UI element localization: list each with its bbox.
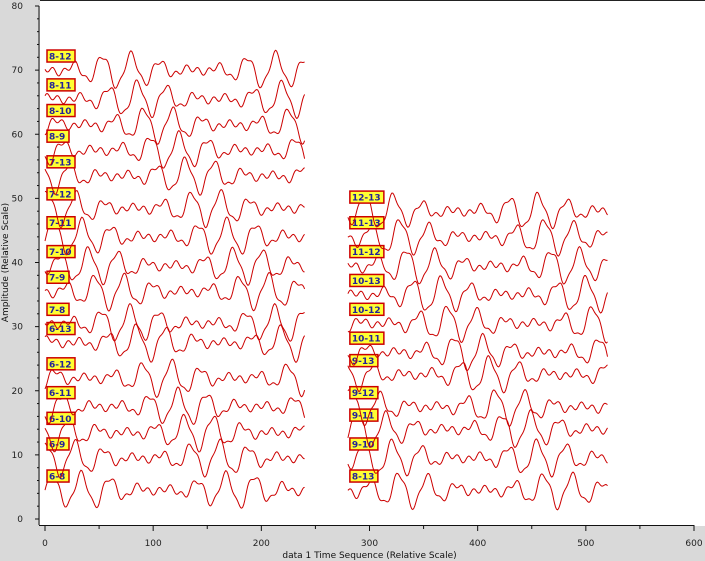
y-tick-label: 80 [12,2,24,12]
y-tick-label: 10 [12,451,24,461]
channel-tag-label: 6-11 [49,389,72,399]
channel-tag-label: 10-11 [352,335,381,345]
channel-tag-box [46,187,76,201]
channel-tag-box [349,385,379,400]
waveform-trace [44,386,306,426]
x-tick-label: 100 [145,539,162,549]
channel-tag-box [46,78,76,92]
channel-tag-box [46,469,70,483]
waveform-trace [347,191,608,230]
waveform-trace [44,272,306,312]
channel-tag-label: 10-13 [352,277,381,287]
y-axis-title: Amplitude (Relative Scale) [1,203,11,322]
channel-tag-label: 7-12 [49,190,72,200]
channel-tag-label: 12-13 [352,194,381,204]
channel-tag-label: 8-13 [352,473,375,483]
channel-tag-box [46,385,76,400]
channel-tag-box [349,302,385,317]
waveform-trace [347,332,608,372]
channel-tag-label: 7-10 [49,248,72,258]
channel-tag-label: 6-8 [49,473,65,483]
channel-tag-label: 7-13 [49,158,72,168]
channel-tag-label: 6-10 [49,415,72,425]
x-tick-label: 200 [253,539,270,549]
y-tick-label: 30 [12,323,24,333]
waveform-trace [44,156,305,196]
x-tick-label: 500 [577,539,594,549]
channel-tag-label: 10-12 [352,306,381,316]
x-axis-title: data 1 Time Sequence (Relative Scale) [282,551,456,561]
waveform-trace [347,389,608,427]
channel-tag-box [46,244,76,259]
waveform-trace [347,219,608,257]
waveform-trace [347,409,608,448]
channel-tag-label: 7-8 [49,306,65,316]
channel-tag-box [349,190,385,204]
channel-tag-label: 6-13 [49,325,72,335]
channel-tag-label: 9-11 [352,412,375,422]
channel-tag-box [46,215,76,230]
waveform-trace [347,305,608,344]
channel-tag-box [46,411,76,426]
y-tick-label: 0 [17,515,23,525]
waveform-trace [347,274,608,314]
x-tick-label: 0 [42,539,48,549]
x-tick-label: 400 [469,539,486,549]
channel-tag-box [349,244,385,259]
y-tick-label: 50 [12,194,24,204]
waveform-trace [347,245,608,285]
channel-tag-box [46,302,70,317]
channel-tag-label: 11-12 [352,248,381,258]
waveform-trace [44,79,306,120]
channel-tag-label: 6-12 [49,360,72,370]
y-tick-label: 70 [12,66,24,76]
y-tick-label: 60 [12,130,24,140]
waveform-trace [347,471,608,511]
waveform-trace [44,469,305,509]
channel-tag-box [349,331,385,345]
channel-tag-label: 7-9 [49,274,65,284]
channel-tag-label: 8-12 [49,53,72,63]
channel-tag-box [349,408,379,422]
waveform-trace [44,358,306,399]
waveform-trace [44,323,306,363]
channel-tag-box [46,103,76,118]
waveform-trace [44,216,305,256]
x-tick-label: 300 [361,539,378,549]
channel-tag-box [46,357,76,371]
waveform-trace [44,246,305,286]
waveform-trace [347,355,608,394]
channel-tag-box [46,129,70,143]
waveform-trace [44,106,306,145]
channel-tag-label: 11-13 [352,219,381,229]
channel-tag-box [46,321,76,336]
channel-tag-label: 8-11 [49,81,72,91]
waveform-trace [44,302,305,342]
waveform-trace [44,129,306,169]
channel-tag-box [349,273,385,288]
waveform-trace [44,438,305,479]
channel-tag-label: 7-11 [49,219,72,229]
channel-tag-label: 9-10 [352,440,375,450]
channel-tag-box [46,270,70,284]
y-tick-label: 20 [12,387,24,397]
channel-tag-label: 8-9 [49,133,65,143]
y-tick-label: 40 [12,259,24,269]
channel-tag-box [349,469,379,483]
channel-tag-box [46,49,76,63]
waveform-trace [44,189,305,229]
waveform-trace [44,49,305,89]
channel-tag-label: 9-12 [352,389,375,399]
x-tick-label: 600 [685,539,702,549]
waveform-trace [347,438,608,478]
channel-tag-label: 9-13 [352,357,375,367]
waveform-trace [44,413,305,453]
channel-tag-label: 8-10 [49,107,72,117]
